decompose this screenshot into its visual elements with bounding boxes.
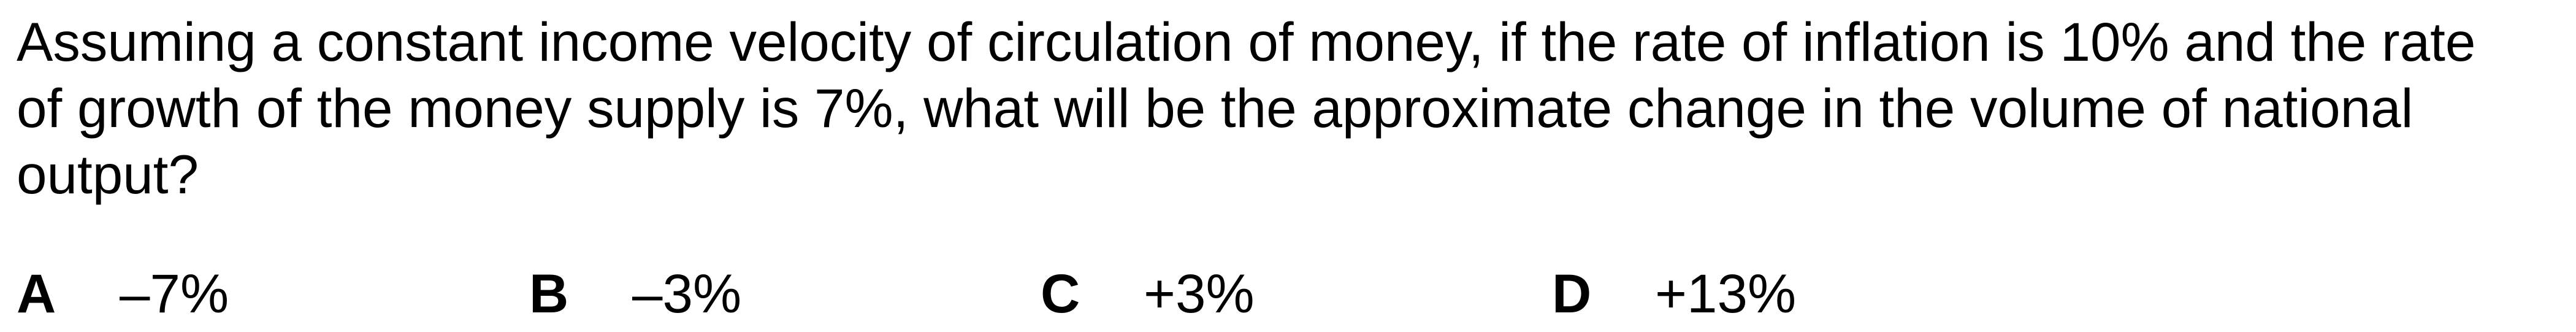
question-text: Assuming a constant income velocity of c… bbox=[17, 11, 2476, 205]
option-d-letter: D bbox=[1552, 263, 1592, 324]
option-d[interactable]: D +13% bbox=[1552, 260, 1796, 328]
option-b[interactable]: B –3% bbox=[529, 260, 741, 328]
option-a-value: –7% bbox=[120, 263, 229, 324]
option-a[interactable]: A –7% bbox=[17, 260, 229, 328]
option-c-value: +3% bbox=[1144, 263, 1255, 324]
option-a-letter: A bbox=[17, 263, 56, 324]
option-b-value: –3% bbox=[632, 263, 742, 324]
option-c-letter: C bbox=[1041, 263, 1080, 324]
answer-options: A –7% B –3% C +3% D +13% bbox=[17, 260, 2531, 328]
option-b-letter: B bbox=[529, 263, 569, 324]
option-c[interactable]: C +3% bbox=[1041, 260, 1255, 328]
option-d-value: +13% bbox=[1655, 263, 1797, 324]
